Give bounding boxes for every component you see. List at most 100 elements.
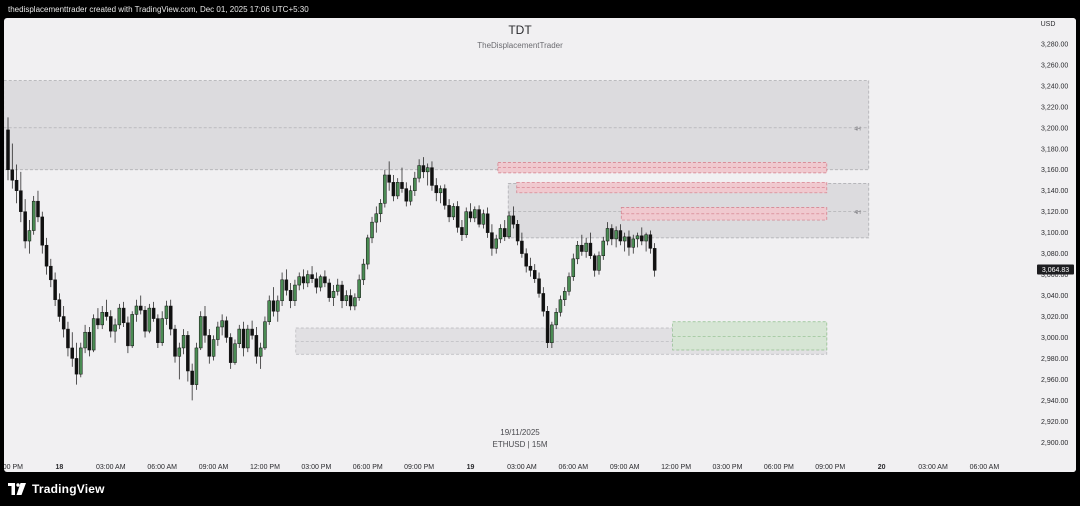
candle-bearish bbox=[143, 306, 147, 338]
zone-fvg-bearish[interactable] bbox=[497, 162, 828, 174]
candle-body bbox=[434, 185, 438, 194]
candle-body bbox=[323, 276, 327, 284]
y-tick-label: 2,980.00 bbox=[1041, 356, 1068, 363]
candle-body bbox=[96, 318, 100, 326]
y-tick-label: 3,260.00 bbox=[1041, 62, 1068, 69]
candle-body bbox=[383, 174, 387, 204]
candle-body bbox=[550, 324, 554, 343]
y-axis-bg bbox=[1035, 18, 1076, 472]
candle-body bbox=[297, 276, 301, 286]
candle-body bbox=[575, 244, 580, 260]
candle-bearish bbox=[284, 269, 289, 296]
candle-bullish bbox=[361, 258, 366, 286]
candle-bearish bbox=[207, 329, 212, 364]
zone-demand-fvg[interactable] bbox=[672, 321, 828, 351]
candle-bearish bbox=[340, 280, 344, 309]
candle-bullish bbox=[507, 211, 511, 239]
candle-body bbox=[562, 291, 567, 300]
candle-body bbox=[652, 248, 657, 271]
tradingview-logo-icon bbox=[8, 483, 26, 495]
candle-bullish bbox=[353, 293, 357, 311]
x-tick-label: 03:00 PM bbox=[301, 464, 331, 471]
candle-bearish bbox=[348, 289, 353, 311]
candle-bearish bbox=[70, 332, 74, 367]
x-tick-label: 19 bbox=[467, 464, 475, 471]
candle-body bbox=[53, 279, 57, 300]
candle-body bbox=[554, 312, 558, 326]
candle-bearish bbox=[477, 205, 481, 228]
candle-body bbox=[340, 284, 344, 302]
x-tick-label: 12:00 PM bbox=[250, 464, 280, 471]
candle-bearish bbox=[224, 316, 229, 343]
candle-bullish bbox=[220, 314, 224, 336]
candle-body bbox=[528, 265, 533, 271]
candle-body bbox=[310, 274, 314, 280]
candle-bullish bbox=[258, 342, 263, 369]
candle-body bbox=[635, 235, 640, 240]
candle-body bbox=[134, 305, 139, 315]
zone-supply-4h[interactable] bbox=[4, 80, 870, 171]
y-tick-label: 3,020.00 bbox=[1041, 314, 1068, 321]
candle-body bbox=[361, 263, 366, 281]
candle-bearish bbox=[545, 306, 550, 348]
candle-bullish bbox=[147, 303, 152, 334]
candle-body bbox=[610, 228, 614, 240]
x-axis[interactable]: 09:00 PM 18 03:00 AM 06:00 AM 09:00 AM 12:00 … bbox=[4, 464, 999, 471]
candle-body bbox=[494, 238, 498, 249]
candle-bullish bbox=[614, 226, 618, 248]
candle-body bbox=[228, 337, 233, 363]
candle-bearish bbox=[520, 232, 524, 258]
candle-body bbox=[113, 324, 117, 332]
candle-body bbox=[430, 167, 434, 186]
chart-frame[interactable]: 4H 4H 2,900.00 2,920.00 2,940.00 2,960.00 2,9… bbox=[4, 18, 1076, 472]
current-price-badge: 3,064.83 bbox=[1037, 264, 1074, 275]
candle-bullish bbox=[280, 272, 284, 307]
candle-bullish bbox=[365, 234, 370, 270]
candle-body bbox=[336, 284, 340, 292]
candle-bullish bbox=[91, 314, 96, 353]
candle-body bbox=[284, 279, 289, 291]
candle-bearish bbox=[327, 278, 331, 302]
candle-body bbox=[14, 179, 19, 191]
x-tick-label: 09:00 PM bbox=[404, 464, 434, 471]
tradingview-logo[interactable]: TradingView bbox=[8, 482, 105, 496]
candle-bearish bbox=[443, 184, 447, 210]
candle-body bbox=[87, 331, 92, 351]
candle-body bbox=[391, 182, 396, 197]
zone-label: 4H bbox=[854, 210, 861, 216]
candle-body bbox=[147, 307, 152, 332]
candle-body bbox=[408, 190, 413, 202]
candle-bearish bbox=[511, 206, 516, 229]
candle-body bbox=[455, 206, 460, 228]
x-tick-label: 03:00 PM bbox=[712, 464, 742, 471]
symbol-label: ETHUSD | 15M bbox=[493, 440, 548, 449]
candle-bearish bbox=[503, 220, 507, 242]
candle-bearish bbox=[53, 272, 57, 307]
candle-bearish bbox=[57, 293, 62, 322]
candle-body bbox=[156, 318, 160, 343]
candle-body bbox=[57, 299, 62, 317]
candle-body bbox=[477, 209, 481, 225]
footer-bar: TradingView bbox=[0, 472, 1080, 506]
candle-bearish bbox=[434, 178, 438, 202]
y-tick-label: 3,180.00 bbox=[1041, 146, 1068, 153]
candle-body bbox=[438, 188, 443, 194]
candle-body bbox=[267, 300, 271, 322]
y-axis[interactable]: 2,900.00 2,920.00 2,940.00 2,960.00 2,980.00… bbox=[1035, 18, 1076, 472]
candle-body bbox=[151, 307, 156, 319]
candle-bullish bbox=[357, 274, 361, 301]
candle-bullish bbox=[395, 178, 400, 200]
candle-body bbox=[74, 358, 79, 375]
candle-bearish bbox=[455, 201, 460, 233]
candle-body bbox=[378, 203, 383, 215]
candle-bearish bbox=[618, 224, 623, 246]
candle-bullish bbox=[344, 290, 349, 307]
candle-bullish bbox=[558, 295, 563, 317]
candle-bullish bbox=[306, 270, 310, 288]
candle-body bbox=[353, 297, 357, 307]
candle-bullish bbox=[584, 237, 588, 258]
candle-body bbox=[443, 188, 447, 206]
candle-body bbox=[271, 300, 276, 312]
candle-bearish bbox=[592, 253, 597, 277]
